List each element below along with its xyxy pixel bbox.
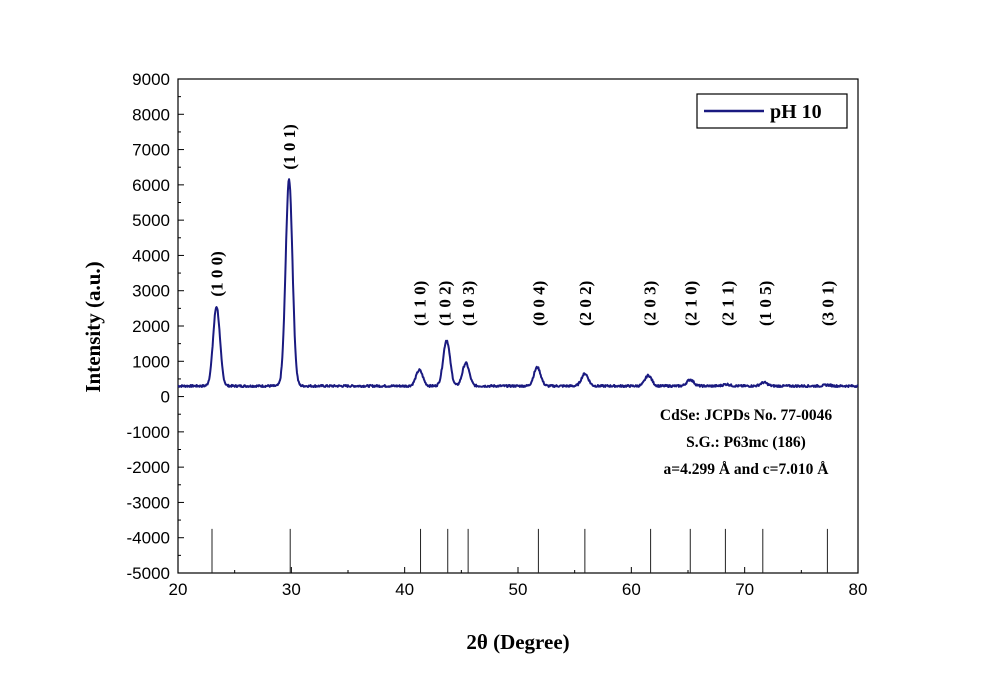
series-line-ph10	[177, 178, 859, 388]
peak-label: (1 0 1)	[280, 124, 299, 169]
peak-label: (3 0 1)	[818, 281, 837, 326]
y-tick-label: 1000	[132, 352, 170, 371]
x-tick-label: 40	[395, 580, 414, 599]
y-axis-title: Intensity (a.u.)	[81, 261, 105, 392]
y-tick-label: -3000	[127, 493, 170, 512]
y-tick-label: -4000	[127, 529, 170, 548]
x-tick-label: 30	[282, 580, 301, 599]
x-tick-label: 20	[169, 580, 188, 599]
phase-info: CdSe: JCPDs No. 77-0046 S.G.: P63mc (186…	[660, 407, 832, 478]
y-tick-label: -2000	[127, 458, 170, 477]
x-tick-label: 80	[849, 580, 868, 599]
y-tick-label: -5000	[127, 564, 170, 583]
y-tick-label: 8000	[132, 105, 170, 124]
x-tick-label: 70	[735, 580, 754, 599]
peak-label: (0 0 4)	[529, 281, 548, 326]
peak-label: (1 0 5)	[756, 281, 775, 326]
phase-info-line-3: a=4.299 Å and c=7.010 Å	[664, 461, 830, 478]
peak-label: (2 0 2)	[576, 281, 595, 326]
peak-label: (2 1 1)	[719, 281, 738, 326]
peak-label: (2 1 0)	[681, 281, 700, 326]
y-tick-label: 9000	[132, 70, 170, 89]
y-tick-label: 2000	[132, 317, 170, 336]
y-tick-label: 0	[161, 388, 170, 407]
y-tick-label: 4000	[132, 246, 170, 265]
x-tick-label: 50	[509, 580, 528, 599]
legend: pH 10	[696, 93, 848, 129]
peak-label: (1 0 0)	[208, 251, 227, 296]
peak-label: (1 0 3)	[459, 281, 478, 326]
y-tick-label: 3000	[132, 282, 170, 301]
y-tick-label: 7000	[132, 141, 170, 160]
phase-info-line-2: S.G.: P63mc (186)	[686, 434, 806, 451]
y-tick-label: 6000	[132, 176, 170, 195]
peak-label: (1 0 2)	[435, 281, 454, 326]
peak-label: (2 0 3)	[640, 281, 659, 326]
phase-info-line-1: CdSe: JCPDs No. 77-0046	[660, 407, 832, 424]
peak-label: (1 1 0)	[410, 281, 429, 326]
x-axis-title: 2θ (Degree)	[466, 630, 569, 654]
legend-label-ph10: pH 10	[770, 101, 822, 123]
x-tick-label: 60	[622, 580, 641, 599]
y-tick-label: -1000	[127, 423, 170, 442]
y-tick-label: 5000	[132, 211, 170, 230]
